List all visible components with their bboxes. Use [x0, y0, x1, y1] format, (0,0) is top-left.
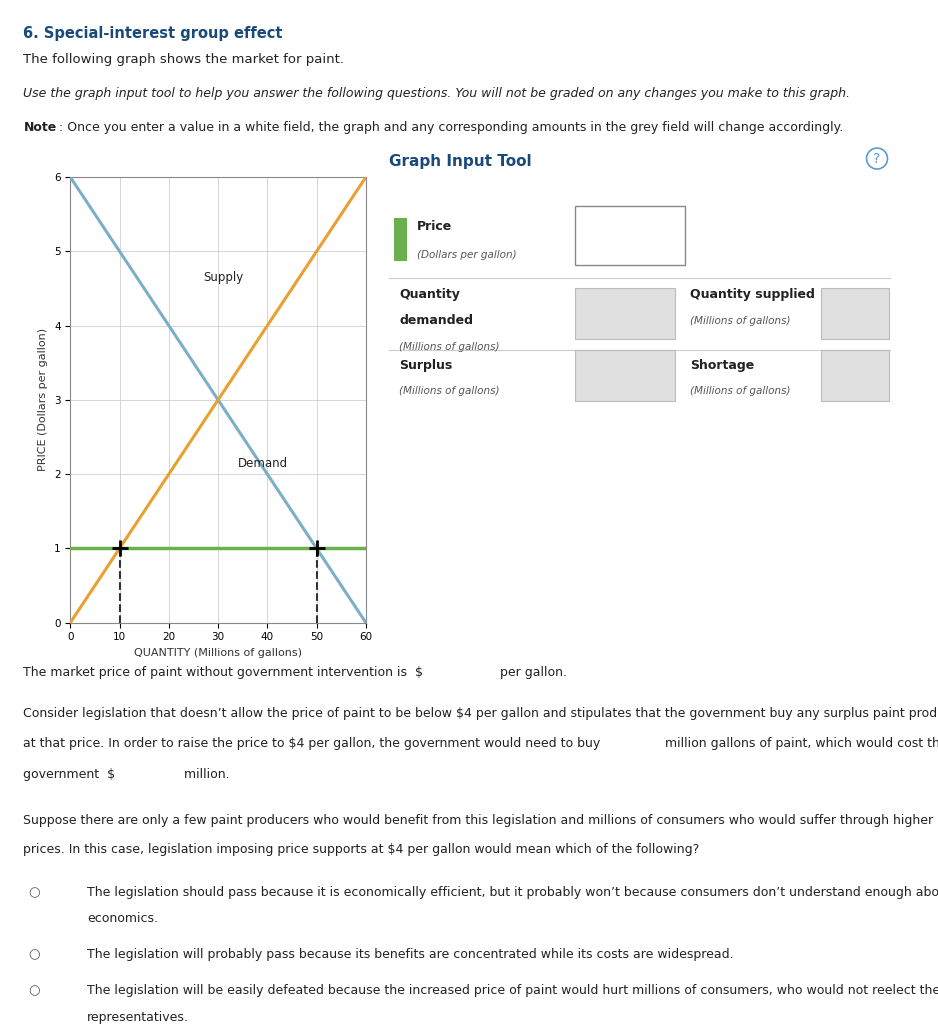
Text: Suppose there are only a few paint producers who would benefit from this legisla: Suppose there are only a few paint produ… [23, 814, 933, 827]
Text: Graph Input Tool: Graph Input Tool [389, 154, 532, 169]
Text: The legislation will be easily defeated because the increased price of paint wou: The legislation will be easily defeated … [87, 984, 938, 997]
Text: (Millions of gallons): (Millions of gallons) [690, 386, 791, 396]
Text: 50: 50 [647, 305, 663, 318]
Text: Surplus: Surplus [400, 358, 452, 372]
Text: The market price of paint without government intervention is  $: The market price of paint without govern… [23, 666, 423, 679]
FancyBboxPatch shape [575, 350, 675, 401]
FancyBboxPatch shape [575, 289, 675, 339]
Text: Price: Price [416, 220, 452, 233]
Text: (Millions of gallons): (Millions of gallons) [690, 316, 791, 326]
FancyBboxPatch shape [575, 206, 686, 265]
Text: (Dollars per gallon): (Dollars per gallon) [416, 250, 517, 260]
Text: Demand: Demand [237, 457, 288, 470]
Text: million.: million. [176, 768, 230, 781]
Text: ○: ○ [28, 886, 39, 899]
Text: 10: 10 [861, 305, 877, 318]
Text: 6. Special-interest group effect: 6. Special-interest group effect [23, 26, 283, 41]
Text: million gallons of paint, which would cost the: million gallons of paint, which would co… [657, 737, 938, 751]
Text: Shortage: Shortage [690, 358, 754, 372]
Bar [394, 218, 407, 261]
Y-axis label: PRICE (Dollars per gallon): PRICE (Dollars per gallon) [38, 329, 49, 471]
Text: Quantity supplied: Quantity supplied [690, 289, 815, 301]
Text: Consider legislation that doesn’t allow the price of paint to be below $4 per ga: Consider legislation that doesn’t allow … [23, 707, 938, 720]
Text: at that price. In order to raise the price to $4 per gallon, the government woul: at that price. In order to raise the pri… [23, 737, 609, 751]
Text: Use the graph input tool to help you answer the following questions. You will no: Use the graph input tool to help you ans… [23, 87, 851, 100]
FancyBboxPatch shape [821, 350, 888, 401]
Text: (Millions of gallons): (Millions of gallons) [400, 386, 500, 396]
Text: government  $: government $ [23, 768, 115, 781]
Text: ○: ○ [28, 948, 39, 962]
Text: The legislation will probably pass because its benefits are concentrated while i: The legislation will probably pass becau… [87, 948, 734, 962]
Text: ?: ? [873, 152, 881, 166]
Text: : Once you enter a value in a white field, the graph and any corresponding amoun: : Once you enter a value in a white fiel… [59, 121, 843, 134]
Text: prices. In this case, legislation imposing price supports at $4 per gallon would: prices. In this case, legislation imposi… [23, 843, 700, 856]
Text: ○: ○ [28, 984, 39, 997]
FancyBboxPatch shape [821, 289, 888, 339]
Text: demanded: demanded [400, 314, 474, 327]
Text: Quantity: Quantity [400, 289, 461, 301]
Text: The following graph shows the market for paint.: The following graph shows the market for… [23, 53, 344, 67]
Text: 0: 0 [655, 367, 663, 380]
Text: The legislation should pass because it is economically efficient, but it probabl: The legislation should pass because it i… [87, 886, 938, 899]
X-axis label: QUANTITY (Millions of gallons): QUANTITY (Millions of gallons) [134, 648, 302, 657]
Text: economics.: economics. [87, 912, 159, 926]
Text: 1: 1 [665, 224, 673, 238]
Text: per gallon.: per gallon. [492, 666, 567, 679]
Text: (Millions of gallons): (Millions of gallons) [400, 342, 500, 351]
Text: Supply: Supply [204, 271, 244, 284]
Text: Note: Note [23, 121, 56, 134]
Text: representatives.: representatives. [87, 1011, 189, 1024]
Text: 40: 40 [861, 367, 877, 380]
